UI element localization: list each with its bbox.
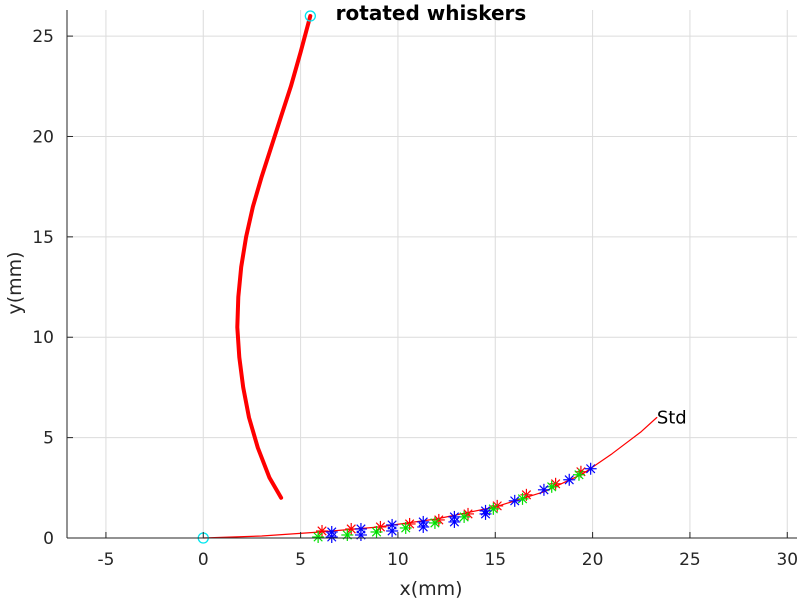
x-tick-label: 0 xyxy=(198,550,209,570)
asterisk-marker xyxy=(508,494,521,507)
asterisk-marker xyxy=(448,515,461,528)
asterisk-marker xyxy=(341,528,354,541)
asterisk-marker xyxy=(386,524,399,537)
x-tick-label: 15 xyxy=(484,550,506,570)
whisker-line-thick xyxy=(235,14,313,500)
asterisk-marker xyxy=(316,524,329,537)
series-5 xyxy=(325,507,492,543)
series-group xyxy=(197,10,658,544)
x-tick-label: 10 xyxy=(387,550,409,570)
x-axis-label: x(mm) xyxy=(399,578,462,600)
asterisk-marker xyxy=(516,492,529,505)
asterisk-marker xyxy=(563,473,576,486)
asterisk-marker xyxy=(479,507,492,520)
circle-marker xyxy=(304,10,316,22)
asterisk-marker xyxy=(345,522,358,535)
asterisk-marker xyxy=(537,483,550,496)
x-tick-label: 30 xyxy=(776,550,798,570)
y-tick-labels: 0 5 10 15 20 25 xyxy=(32,27,54,549)
y-tick-label: 20 xyxy=(32,127,54,147)
asterisk-marker xyxy=(428,516,441,529)
asterisk-marker xyxy=(312,530,325,543)
asterisk-marker xyxy=(370,525,383,538)
series-0 xyxy=(235,14,313,500)
asterisk-marker xyxy=(487,502,500,515)
asterisk-marker xyxy=(325,530,338,543)
plot-area xyxy=(67,10,797,538)
y-tick-label: 25 xyxy=(32,27,54,47)
asterisk-marker xyxy=(417,520,430,533)
annotation-std: Std xyxy=(657,408,687,429)
grid xyxy=(67,10,797,539)
asterisk-marker xyxy=(354,528,367,541)
y-tick-label: 15 xyxy=(32,228,54,248)
x-tick-labels: -5 0 5 10 15 20 25 30 xyxy=(97,550,798,570)
x-tick-label: 5 xyxy=(295,550,306,570)
x-tick-label: 20 xyxy=(582,550,604,570)
y-tick-label: 5 xyxy=(43,429,54,449)
y-tick-label: 10 xyxy=(32,328,54,348)
asterisk-marker xyxy=(458,510,471,523)
y-axis-label: y(mm) xyxy=(4,251,26,314)
x-tick-label: 25 xyxy=(679,550,701,570)
asterisk-marker xyxy=(572,468,585,481)
asterisk-marker xyxy=(399,521,412,534)
axes xyxy=(66,10,797,539)
y-tick-label: 0 xyxy=(43,529,54,549)
x-tick-label: -5 xyxy=(97,550,114,570)
chart-title: rotated whiskers xyxy=(336,1,527,25)
asterisk-marker xyxy=(584,462,597,475)
